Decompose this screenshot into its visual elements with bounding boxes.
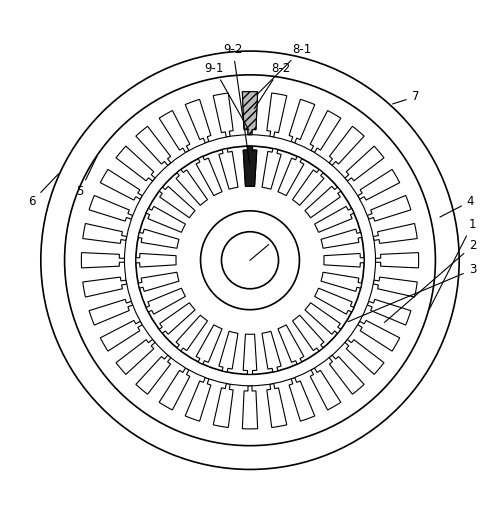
Polygon shape [376,252,418,268]
Circle shape [64,75,436,446]
Polygon shape [176,170,208,205]
Polygon shape [116,339,155,375]
Polygon shape [314,288,354,314]
Polygon shape [138,229,179,248]
Polygon shape [242,91,258,135]
Polygon shape [305,303,341,334]
Text: 8-1: 8-1 [256,42,312,95]
Polygon shape [243,146,257,187]
Circle shape [136,146,364,375]
Circle shape [200,211,300,310]
Polygon shape [373,277,417,297]
Polygon shape [219,331,238,372]
Polygon shape [100,320,142,351]
Polygon shape [292,170,324,205]
Polygon shape [368,299,411,325]
Polygon shape [82,252,124,268]
Polygon shape [219,149,238,189]
Polygon shape [329,355,364,394]
Polygon shape [243,334,257,375]
Polygon shape [329,126,364,166]
Polygon shape [159,110,190,153]
Polygon shape [289,378,315,421]
Polygon shape [242,386,258,429]
Polygon shape [83,223,127,243]
Polygon shape [138,272,179,291]
Polygon shape [358,169,400,200]
Polygon shape [213,383,233,428]
Text: 9-2: 9-2 [223,42,250,164]
Polygon shape [262,331,281,372]
Polygon shape [136,126,171,166]
Polygon shape [136,253,176,267]
Text: 5: 5 [76,156,97,198]
Polygon shape [146,288,186,314]
Polygon shape [310,110,341,153]
Text: 2: 2 [384,240,476,322]
Polygon shape [83,277,127,297]
Polygon shape [314,206,354,233]
Polygon shape [267,383,287,428]
Polygon shape [146,206,186,233]
Text: 4: 4 [440,195,474,217]
Polygon shape [262,149,281,189]
Polygon shape [89,195,132,221]
Text: 6: 6 [28,174,58,208]
Polygon shape [267,93,287,137]
Circle shape [222,231,278,289]
Polygon shape [324,253,364,267]
Circle shape [136,146,364,375]
Text: 1: 1 [430,218,476,309]
Polygon shape [292,315,324,351]
Polygon shape [196,156,222,196]
Polygon shape [242,91,258,135]
Polygon shape [310,368,341,410]
Polygon shape [321,229,362,248]
Polygon shape [278,325,304,364]
Polygon shape [243,146,257,187]
Polygon shape [185,378,211,421]
Text: 3: 3 [348,263,476,322]
Polygon shape [213,93,233,137]
Polygon shape [100,169,142,200]
Polygon shape [345,146,384,181]
Polygon shape [176,315,208,351]
Polygon shape [345,339,384,375]
Polygon shape [196,325,222,364]
Polygon shape [368,195,411,221]
Polygon shape [159,303,195,334]
Polygon shape [159,187,195,218]
Polygon shape [278,156,304,196]
Polygon shape [136,355,171,394]
Text: 9-1: 9-1 [204,62,248,130]
Polygon shape [305,187,341,218]
Polygon shape [289,99,315,143]
Circle shape [124,135,376,386]
Polygon shape [159,368,190,410]
Text: 8-2: 8-2 [254,62,290,109]
Polygon shape [116,146,155,181]
Polygon shape [89,299,132,325]
Polygon shape [358,320,400,351]
Polygon shape [373,223,417,243]
Polygon shape [185,99,211,143]
Polygon shape [321,272,362,291]
Text: 7: 7 [392,90,419,104]
